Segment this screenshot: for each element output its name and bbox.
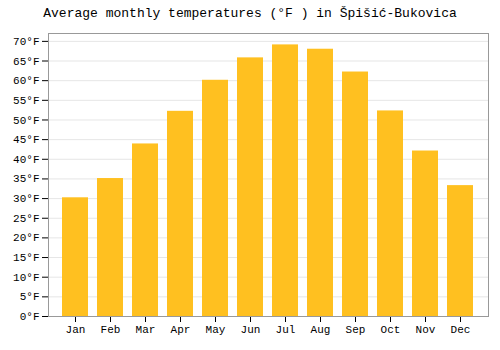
html-text:Average monthly temperatures (: Average monthly temperatures (°F ) in Šp… [43, 6, 457, 21]
svg-text:25°F: 25°F [13, 213, 39, 225]
svg-text:Aug: Aug [311, 324, 331, 336]
svg-text:10°F: 10°F [13, 272, 39, 284]
svg-text:Mar: Mar [136, 324, 156, 336]
svg-text:Oct: Oct [381, 324, 401, 336]
svg-text:20°F: 20°F [13, 232, 39, 244]
svg-text:Apr: Apr [171, 324, 191, 336]
svg-text:Dec: Dec [451, 324, 471, 336]
svg-text:40°F: 40°F [13, 154, 39, 166]
svg-text:5°F: 5°F [20, 291, 40, 303]
svg-text:50°F: 50°F [13, 114, 39, 126]
svg-text:Sep: Sep [346, 324, 366, 336]
svg-text:Feb: Feb [101, 324, 121, 336]
svg-text:15°F: 15°F [13, 252, 39, 264]
svg-text:70°F: 70°F [13, 36, 39, 48]
svg-text:Nov: Nov [416, 324, 436, 336]
svg-text:65°F: 65°F [13, 56, 39, 68]
svg-text:Jul: Jul [276, 324, 296, 336]
svg-text:35°F: 35°F [13, 173, 39, 185]
svg-text:45°F: 45°F [13, 134, 39, 146]
svg-text:May: May [206, 324, 226, 336]
svg-text:55°F: 55°F [13, 95, 39, 107]
svg-text:Jun: Jun [241, 324, 261, 336]
svg-text:30°F: 30°F [13, 193, 39, 205]
svg-text:0°F: 0°F [20, 311, 40, 323]
svg-text:Jan: Jan [66, 324, 86, 336]
svg-text:60°F: 60°F [13, 75, 39, 87]
